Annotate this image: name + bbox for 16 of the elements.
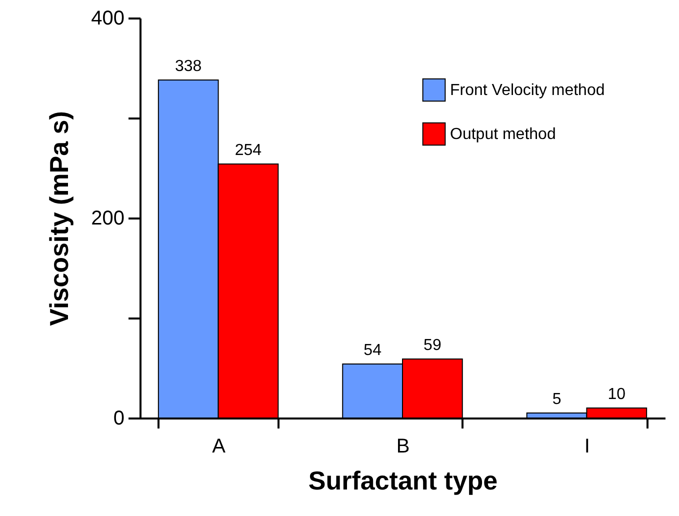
- x-tick-label: A: [212, 436, 226, 458]
- data-label: 338: [175, 58, 202, 75]
- legend-label: Output method: [450, 126, 556, 143]
- data-label: 254: [234, 142, 262, 159]
- data-label: 59: [424, 337, 442, 354]
- data-label: 10: [608, 386, 626, 403]
- data-label: 54: [364, 342, 382, 359]
- x-tick-label: I: [584, 436, 590, 458]
- y-tick-label: 200: [91, 208, 124, 230]
- x-tick-label: B: [396, 436, 410, 458]
- y-tick-label: 400: [91, 8, 124, 30]
- y-tick-label: 0: [113, 408, 124, 430]
- data-label: 5: [552, 391, 562, 408]
- y-axis-title: Viscosity (mPa s): [44, 111, 74, 326]
- legend-label: Front Velocity method: [450, 82, 605, 99]
- x-axis-title: Surfactant type: [308, 466, 498, 496]
